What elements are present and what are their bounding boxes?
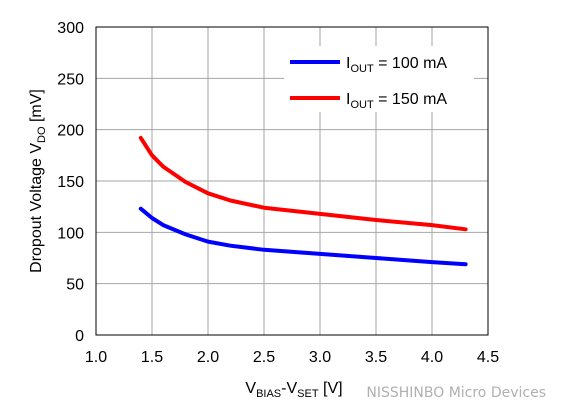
x-tick-label: 3.5 [365, 349, 387, 366]
legend: IOUT = 100 mA IOUT = 150 mA [284, 46, 474, 112]
series-lines [138, 135, 468, 267]
y-tick-labels: 0 50 100 150 200 250 300 [57, 20, 84, 345]
y-axis-title: Dropout Voltage VDO [mV] [28, 89, 48, 273]
x-tick-label: 1.5 [141, 349, 163, 366]
x-axis-title: VBIAS-VSET [V] [245, 380, 342, 400]
y-tick-label: 150 [57, 174, 84, 191]
y-tick-label: 200 [57, 123, 84, 140]
legend-label-100ma-prefix: I [346, 55, 350, 72]
legend-label-100ma-suffix: = 100 mA [374, 55, 448, 72]
x-tick-label: 4.0 [421, 349, 443, 366]
x-tick-label: 2.0 [197, 349, 219, 366]
x-axis-title-mid: -V [281, 380, 297, 397]
legend-label-150ma-suffix: = 150 mA [374, 91, 448, 108]
legend-label-100ma-sub: OUT [350, 63, 374, 75]
x-tick-label: 1.0 [85, 349, 107, 366]
y-tick-label: 50 [66, 277, 84, 294]
legend-label-100ma: IOUT = 100 mA [346, 55, 447, 75]
legend-label-150ma-prefix: I [346, 91, 350, 108]
legend-label-150ma: IOUT = 150 mA [346, 91, 447, 111]
y-tick-label: 100 [57, 225, 84, 242]
series-line-100-ma [138, 206, 468, 267]
x-axis-title-unit: [V] [319, 380, 343, 397]
y-tick-label: 300 [57, 20, 84, 37]
legend-label-150ma-sub: OUT [350, 99, 374, 111]
x-tick-labels: 1.0 1.5 2.0 2.5 3.0 3.5 4.0 4.5 [85, 349, 499, 366]
y-tick-label: 0 [75, 328, 84, 345]
series-line-150-ma [138, 135, 468, 232]
plot-frame [95, 26, 489, 336]
y-axis-title-main: Dropout Voltage V [28, 143, 45, 273]
x-axis-title-sub2: SET [297, 388, 319, 400]
watermark-text: NISSHINBO Micro Devices [366, 385, 546, 401]
legend-background [284, 46, 474, 112]
x-tick-label: 2.5 [253, 349, 275, 366]
x-axis-title-sub1: BIAS [256, 388, 281, 400]
y-axis-title-sub: DO [36, 126, 48, 143]
x-tick-label: 3.0 [309, 349, 331, 366]
x-tick-label: 4.5 [477, 349, 499, 366]
y-tick-label: 250 [57, 71, 84, 88]
y-axis-title-unit: [mV] [28, 89, 45, 126]
x-axis-title-main: V [245, 380, 256, 397]
